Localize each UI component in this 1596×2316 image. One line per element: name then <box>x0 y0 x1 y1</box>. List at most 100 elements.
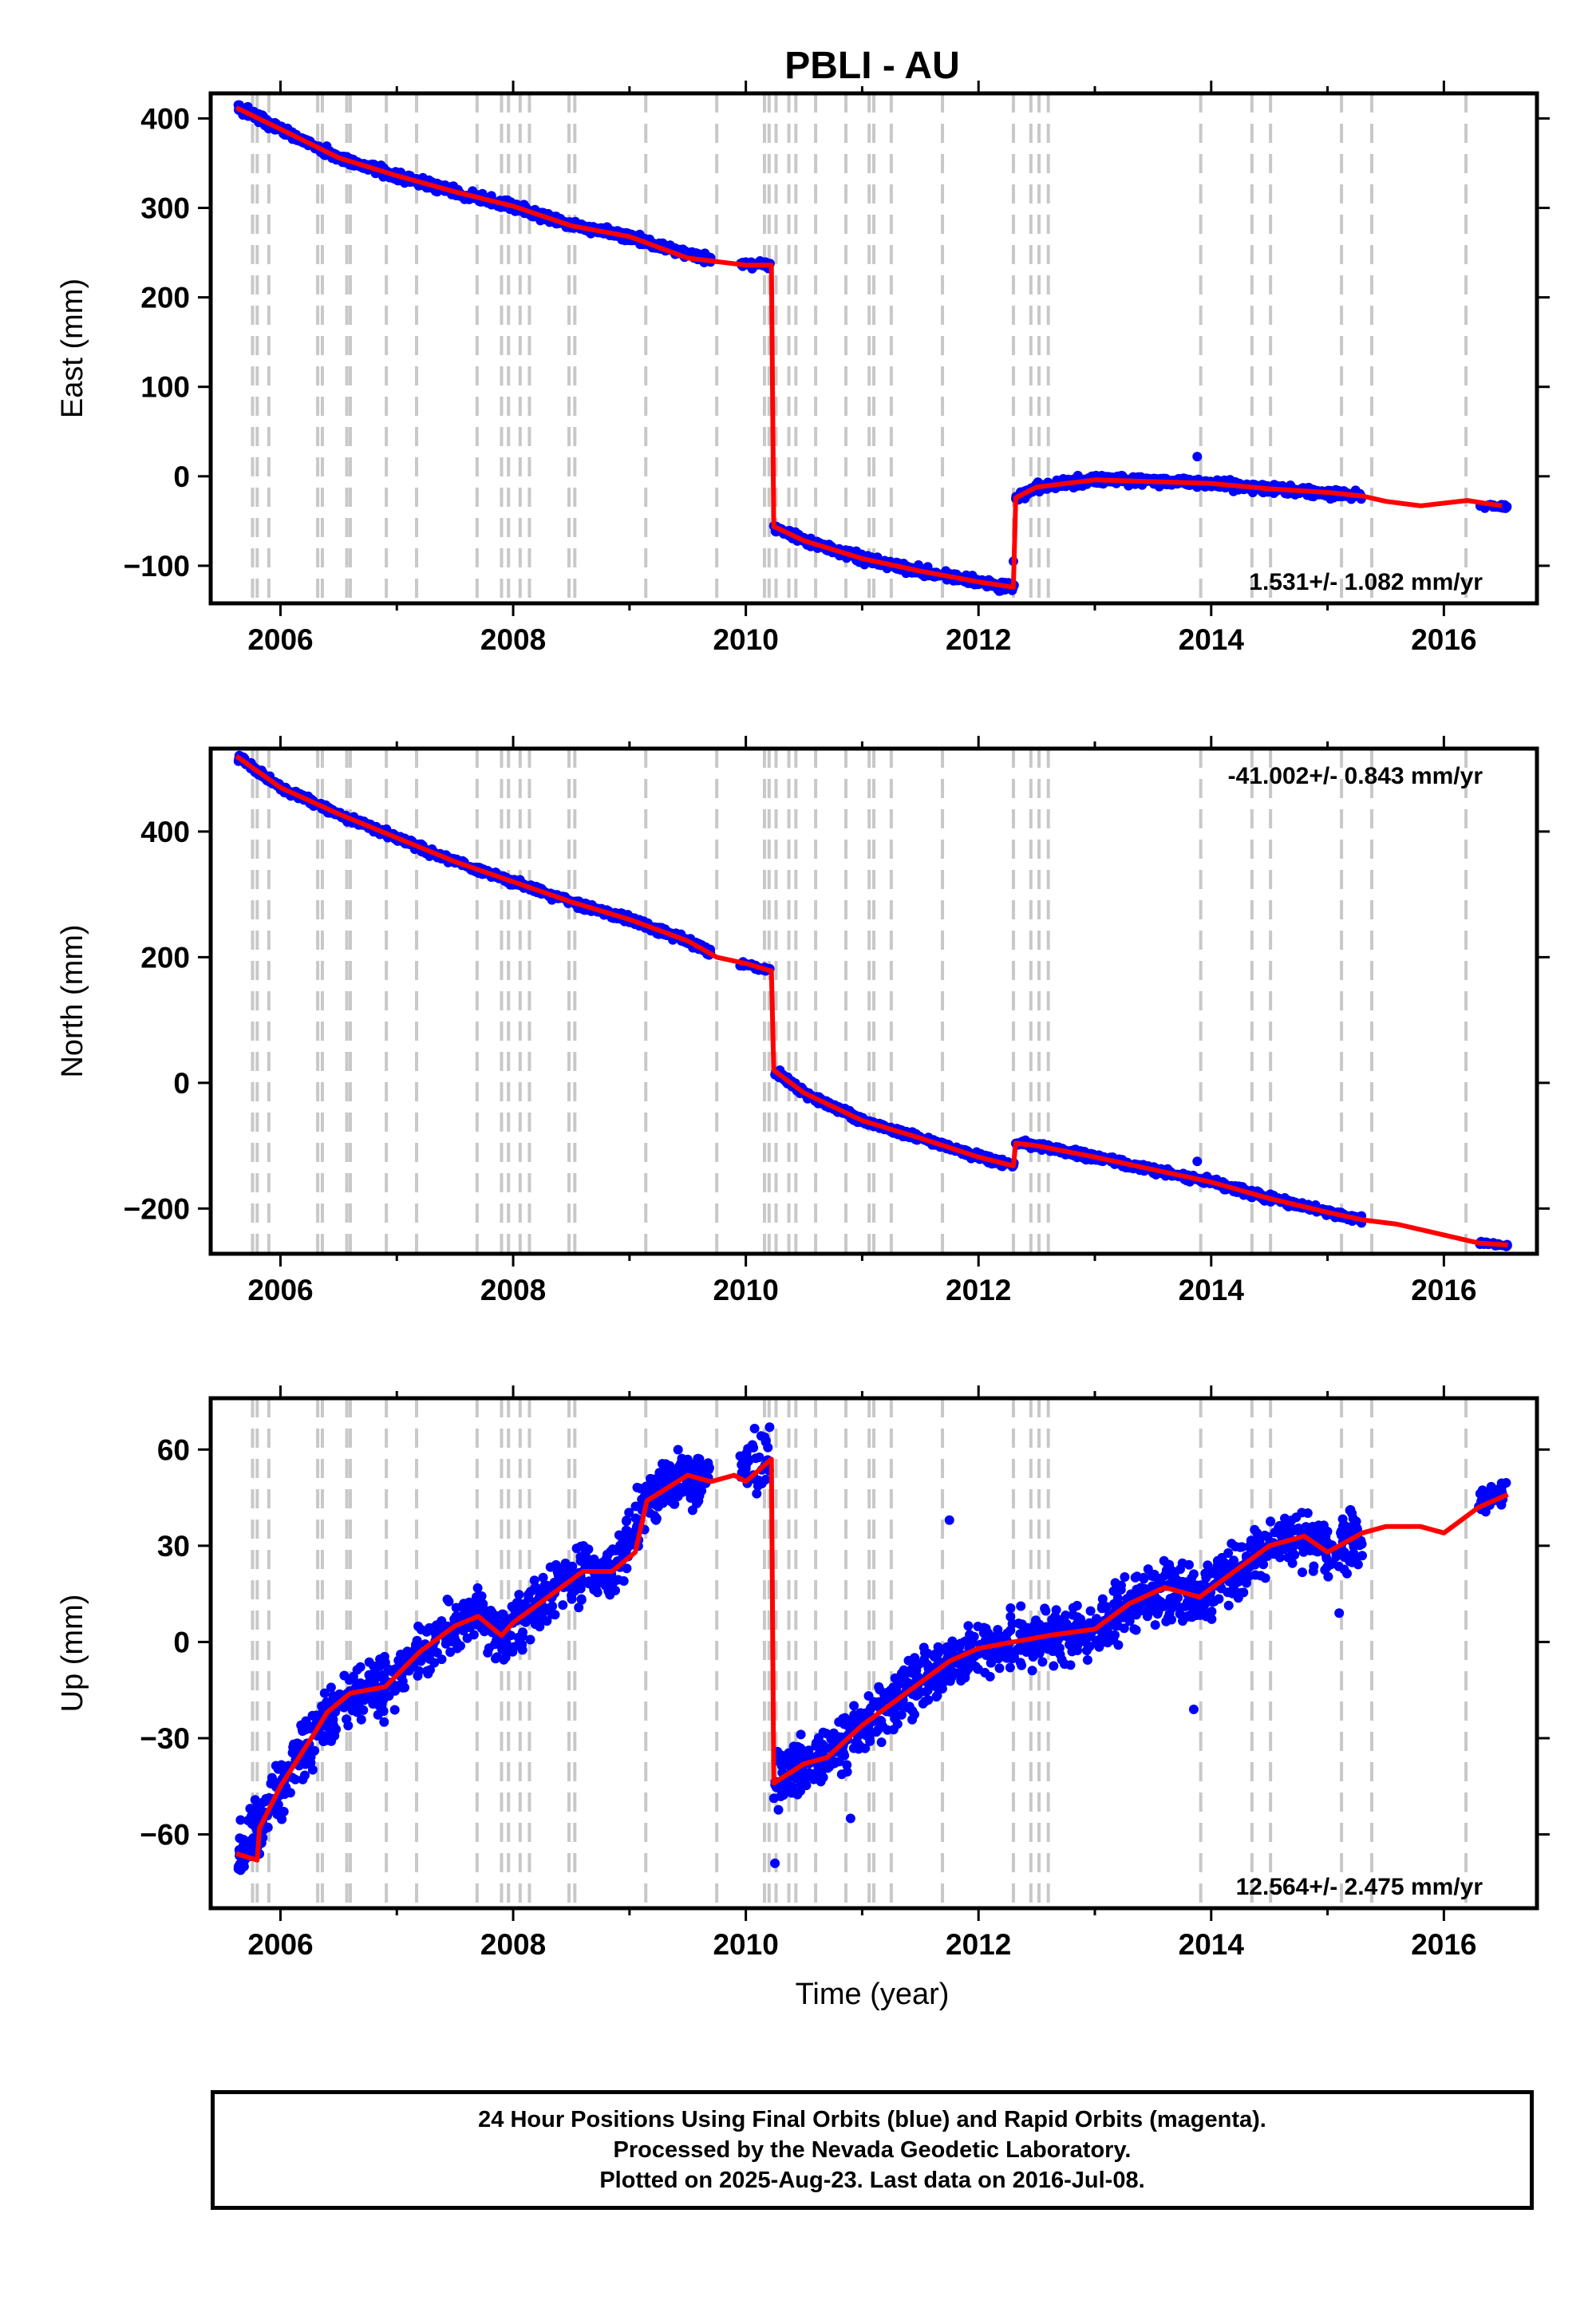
x-tick-label: 2008 <box>480 1274 546 1306</box>
data-point <box>576 1595 587 1605</box>
data-point <box>389 1705 400 1715</box>
data-point <box>429 1658 440 1668</box>
rate-label: 1.531+/- 1.082 mm/yr <box>1249 569 1483 595</box>
y-tick-label: 400 <box>140 816 190 848</box>
y-tick-label: 400 <box>140 102 190 135</box>
data-point <box>685 1493 696 1503</box>
x-tick-label: 2010 <box>713 1274 778 1306</box>
data-point <box>319 1688 330 1698</box>
data-point <box>693 1496 704 1506</box>
rate-label: -41.002+/- 0.843 mm/yr <box>1228 763 1483 789</box>
panel-north: 2006 2008 2010 2012 2014 20164002000−200North… <box>56 736 1550 1306</box>
data-point <box>539 1583 550 1593</box>
data-point-outlier <box>1192 452 1203 462</box>
data-point <box>683 1477 693 1488</box>
data-point <box>570 1586 580 1596</box>
data-point <box>697 1466 707 1476</box>
data-point <box>542 1616 552 1626</box>
data-point <box>437 1616 447 1626</box>
data-point <box>393 1681 403 1691</box>
data-point <box>567 1594 577 1604</box>
data-point <box>271 1806 282 1816</box>
plot-frame <box>208 91 1539 606</box>
data-point <box>468 1630 479 1640</box>
data-point <box>650 1500 661 1510</box>
data-point <box>346 1702 357 1713</box>
panels: 2006 2008 2010 2012 2014 20164003002001000−10… <box>56 81 1550 1961</box>
data-point <box>233 1861 243 1871</box>
data-point <box>760 1436 771 1446</box>
data-point <box>339 1670 350 1681</box>
data-point <box>472 1583 483 1593</box>
data-point <box>538 1572 548 1583</box>
data-point <box>541 1605 551 1615</box>
data-point <box>317 1701 327 1711</box>
data-point <box>670 1466 681 1476</box>
step-lines <box>251 93 1468 603</box>
data-point <box>329 1721 339 1731</box>
x-tick-label: 2014 <box>1179 1274 1245 1306</box>
data-point <box>635 1484 646 1494</box>
data-point <box>603 1586 614 1596</box>
data-point <box>613 1575 623 1585</box>
data-point <box>657 1472 666 1482</box>
data-point <box>441 1635 452 1646</box>
data-point <box>508 1603 519 1613</box>
data-point <box>752 1488 762 1499</box>
data-point <box>597 1558 607 1567</box>
data-point <box>574 1603 584 1613</box>
data-point <box>355 1662 365 1672</box>
data-point <box>747 1440 757 1450</box>
data-point <box>370 1690 381 1701</box>
data-point <box>737 1468 747 1478</box>
y-tick-label: 0 <box>173 1067 190 1100</box>
data-point <box>591 1578 602 1588</box>
y-tick-label: −100 <box>124 550 190 583</box>
data-point <box>292 1738 302 1749</box>
data-point <box>379 1717 389 1727</box>
data-point <box>467 1598 477 1608</box>
data-point <box>492 1652 502 1662</box>
data-point <box>425 1622 434 1633</box>
y-tick-label: 200 <box>140 282 190 314</box>
data-point <box>478 1599 488 1609</box>
data-point <box>530 1619 540 1630</box>
data-point <box>300 1725 310 1735</box>
y-axis-label: East (mm) <box>56 279 89 418</box>
data-point <box>348 1674 358 1684</box>
data-point <box>247 1819 257 1829</box>
y-tick-label: 100 <box>140 371 190 404</box>
data-point <box>525 1634 535 1645</box>
x-tick-label: 2008 <box>480 623 546 656</box>
data-point <box>634 1501 645 1512</box>
data-point <box>764 1422 775 1433</box>
data-point <box>402 1646 413 1657</box>
data-point <box>624 1508 634 1518</box>
data-point <box>365 1673 376 1683</box>
x-tick-label: 2014 <box>1179 623 1245 656</box>
data-point <box>323 1729 334 1740</box>
data-point <box>621 1545 631 1555</box>
x-tick-label: 2010 <box>713 623 778 656</box>
x-tick-label: 2006 <box>247 623 313 656</box>
data-point <box>697 1486 707 1496</box>
data-point <box>559 1567 569 1577</box>
data-point <box>751 1453 761 1464</box>
x-tick-label: 2016 <box>1411 623 1476 656</box>
data-point <box>437 1654 447 1665</box>
y-tick-label: −200 <box>124 1192 190 1225</box>
data-point <box>250 1795 260 1805</box>
x-tick-label: 2012 <box>946 1274 1011 1306</box>
data-point <box>604 1559 614 1569</box>
data-point <box>529 1575 539 1586</box>
data-point-outlier <box>1192 1156 1203 1167</box>
data-point <box>300 1770 310 1780</box>
data-point <box>523 1590 534 1600</box>
data-point <box>757 1479 767 1488</box>
data-point <box>602 1551 613 1561</box>
panel-east: 2006 2008 2010 2012 2014 20164003002001000−10… <box>56 81 1550 656</box>
data-point <box>238 1841 248 1852</box>
data-point <box>285 1788 295 1798</box>
y-axis-label: North (mm) <box>56 924 89 1077</box>
data-point <box>651 1515 662 1525</box>
